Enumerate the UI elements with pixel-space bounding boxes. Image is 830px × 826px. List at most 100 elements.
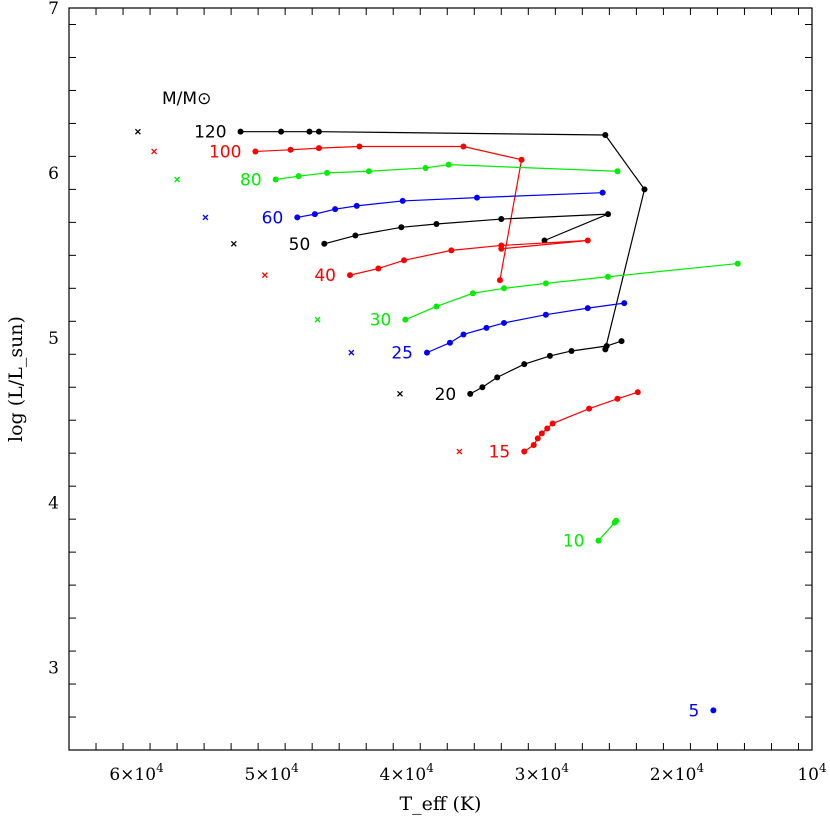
legend-header: M/M⊙ <box>162 89 211 109</box>
data-point-80 <box>295 173 302 180</box>
x-tick-label-exponent: 4 <box>561 761 569 775</box>
series-40 <box>261 237 591 279</box>
y-tick-label: 3 <box>48 659 59 679</box>
series-label-80: 80 <box>240 170 262 190</box>
series-line-40 <box>349 239 588 276</box>
data-point-25 <box>423 349 430 356</box>
plot-frame <box>68 7 813 751</box>
x-tick-label-base: 2×10 <box>650 765 697 785</box>
data-point-10 <box>613 517 620 524</box>
data-point-40 <box>375 265 382 272</box>
data-point-60 <box>311 211 318 218</box>
series-15 <box>456 389 641 455</box>
data-point-120 <box>306 128 313 135</box>
zams-marker-80 <box>174 176 181 183</box>
data-point-40 <box>346 272 353 279</box>
series-layer <box>134 128 741 714</box>
series-100 <box>151 143 525 284</box>
data-point-15 <box>586 405 593 412</box>
data-point-25 <box>483 324 490 331</box>
series-10 <box>595 517 620 544</box>
y-axis-title: log (L/L_sun) <box>5 316 27 442</box>
series-50 <box>230 211 612 247</box>
series-label-40: 40 <box>314 266 336 286</box>
data-point-120 <box>237 128 244 135</box>
data-point-30 <box>500 285 507 292</box>
zams-marker-100 <box>151 148 158 155</box>
data-point-80 <box>422 164 429 171</box>
x-tick-label: 3×104 <box>515 761 570 785</box>
data-point-100 <box>315 145 322 152</box>
data-point-50 <box>541 237 548 244</box>
data-point-60 <box>399 197 406 204</box>
series-60 <box>202 189 606 221</box>
zams-marker-25 <box>348 349 355 356</box>
data-point-15 <box>534 435 541 442</box>
x-tick-label-base: 4×10 <box>380 765 427 785</box>
data-point-80 <box>272 176 279 183</box>
data-point-50 <box>433 221 440 228</box>
y-tick-label: 5 <box>48 329 59 349</box>
series-label-5: 5 <box>689 701 700 721</box>
data-point-120 <box>641 186 648 193</box>
data-point-50 <box>398 224 405 231</box>
data-point-100 <box>356 143 363 150</box>
data-point-15 <box>544 425 551 432</box>
zams-marker-15 <box>456 448 463 455</box>
x-tick-label: 5×104 <box>244 761 299 785</box>
y-tick-label: 6 <box>48 164 59 184</box>
data-point-120 <box>315 128 322 135</box>
x-tick-label-exponent: 4 <box>696 761 704 775</box>
y-tick-label: 4 <box>48 494 59 514</box>
data-point-25 <box>446 339 453 346</box>
data-point-30 <box>469 290 476 297</box>
x-tick-label-base: 3×10 <box>515 765 562 785</box>
data-point-20 <box>479 384 486 391</box>
data-point-25 <box>621 300 628 307</box>
series-label-25: 25 <box>391 344 413 364</box>
data-point-80 <box>365 168 372 175</box>
data-point-120 <box>278 128 285 135</box>
series-label-30: 30 <box>370 311 392 331</box>
data-point-15 <box>538 430 545 437</box>
x-axis-title: T_eff (K) <box>400 793 482 815</box>
series-line-20 <box>469 340 622 395</box>
data-point-30 <box>734 260 741 267</box>
series-30 <box>314 260 741 323</box>
data-point-20 <box>467 390 474 397</box>
zams-marker-50 <box>230 240 237 247</box>
data-point-15 <box>614 395 621 402</box>
x-tick-label: 2×104 <box>650 761 705 785</box>
data-point-20 <box>521 361 528 368</box>
axes <box>68 7 813 751</box>
data-point-80 <box>614 168 621 175</box>
series-line-60 <box>297 192 603 218</box>
x-tick-label-exponent: 4 <box>426 761 434 775</box>
data-point-30 <box>433 303 440 310</box>
data-point-20 <box>618 338 625 345</box>
data-point-50 <box>321 240 328 247</box>
data-point-15 <box>530 441 537 448</box>
series-label-100: 100 <box>209 142 241 162</box>
data-point-100 <box>496 277 503 284</box>
data-point-60 <box>353 202 360 209</box>
data-point-20 <box>603 343 610 350</box>
data-point-15 <box>549 420 556 427</box>
series-line-15 <box>523 391 638 453</box>
data-point-20 <box>568 347 575 354</box>
data-point-100 <box>518 156 525 163</box>
data-point-60 <box>294 214 301 221</box>
data-point-20 <box>494 374 501 381</box>
data-point-80 <box>445 161 452 168</box>
data-point-60 <box>599 189 606 196</box>
x-tick-label: 4×104 <box>380 761 435 785</box>
series-line-100 <box>255 145 523 281</box>
data-point-25 <box>584 305 591 312</box>
data-point-40 <box>498 245 505 252</box>
data-point-25 <box>542 311 549 318</box>
data-point-40 <box>448 247 455 254</box>
x-tick-label-exponent: 4 <box>819 761 827 775</box>
zams-marker-60 <box>202 214 209 221</box>
